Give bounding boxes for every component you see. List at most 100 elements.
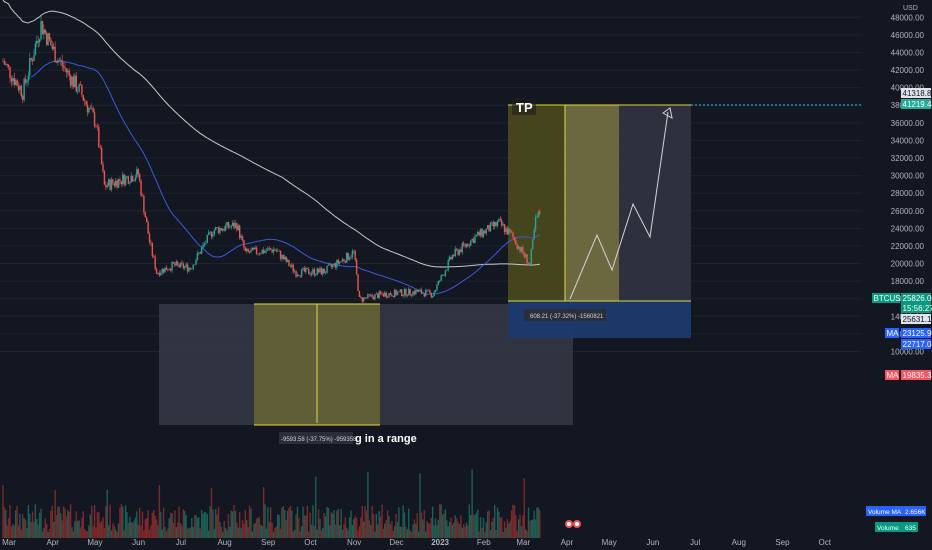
volume-bar [189, 527, 192, 538]
volume-bar [143, 530, 145, 538]
candle-body [54, 46, 56, 63]
candle-body [81, 85, 83, 96]
volume-bar [69, 504, 72, 538]
candle-body [279, 250, 282, 259]
candle-body [12, 78, 14, 82]
volume-bar [402, 505, 404, 538]
volume-bar [157, 525, 159, 538]
candle-body [360, 296, 362, 298]
y-tick-label-19: 48000.00 [891, 13, 925, 22]
volume-bar [326, 506, 328, 538]
volume-bar [138, 507, 141, 538]
candle-body [396, 292, 399, 296]
volume-bar [291, 510, 293, 538]
candle-body [107, 179, 110, 186]
candle-body [403, 289, 406, 295]
candle-body [13, 78, 15, 85]
candle-body [286, 259, 289, 263]
volume-bar [364, 506, 366, 538]
event-flag-icons[interactable] [565, 520, 581, 528]
candle-body [330, 264, 332, 267]
volume-bar [524, 529, 527, 538]
volume-bar [223, 520, 225, 538]
candle-body [186, 264, 189, 272]
candle-body [243, 240, 245, 248]
candle-body [237, 225, 239, 230]
volume-label: Volume 635 [875, 522, 918, 532]
candle-body [308, 269, 310, 275]
volume-bar [195, 515, 197, 538]
candle-body [69, 75, 72, 86]
candle-body [406, 295, 409, 297]
candle-body [5, 63, 7, 65]
candle-body [296, 274, 299, 277]
volume-bar [79, 527, 82, 538]
volume-bar [272, 531, 275, 538]
candle-body [506, 228, 509, 235]
candle-body [460, 249, 462, 253]
candle-body [226, 221, 228, 226]
tp-label: TP [516, 100, 533, 115]
volume-bar [233, 504, 235, 538]
volume-bar [184, 510, 186, 538]
volume-bar [230, 510, 232, 538]
volume-bar [199, 528, 201, 538]
volume-bar [243, 523, 245, 538]
volume-bar [247, 527, 249, 538]
candle-body [113, 183, 116, 186]
candle-body [100, 147, 103, 165]
candle-body [158, 272, 161, 276]
candle-body [210, 231, 213, 237]
price-tag-7: 23125.90 [901, 328, 932, 338]
volume-bar [26, 528, 28, 538]
x-tick-label-6: Sep [261, 538, 276, 547]
volume-bar [74, 521, 76, 538]
volume-bars [2, 469, 541, 538]
volume-bar [415, 523, 417, 538]
volume-bar [169, 512, 172, 538]
candle-body [244, 247, 247, 252]
candle-body [200, 247, 203, 254]
volume-bar [24, 519, 27, 538]
y-tick-label-7: 24000.00 [891, 224, 925, 233]
y-tick-label-9: 28000.00 [891, 189, 925, 198]
volume-bar [348, 517, 351, 538]
candle-body [109, 179, 111, 190]
volume-bar [358, 526, 361, 538]
volume-bar [340, 508, 342, 538]
volume-bar [519, 514, 521, 538]
volume-bar [207, 530, 210, 538]
candle-body [33, 54, 35, 62]
volume-bar [110, 530, 113, 538]
candle-body [212, 234, 214, 237]
candle-body [393, 289, 396, 298]
candle-body [371, 294, 373, 297]
volume-bar [331, 513, 334, 538]
volume-bar [277, 514, 279, 538]
volume-bar [447, 526, 449, 538]
volume-bar [160, 511, 162, 538]
volume-bar [57, 506, 59, 538]
volume-bar [19, 513, 21, 538]
volume-bar [432, 506, 434, 538]
volume-bar [481, 527, 483, 538]
candle-body [144, 212, 146, 218]
candle-body [295, 271, 297, 277]
volume-bar [354, 516, 356, 538]
candle-body [151, 243, 154, 256]
candle-body [167, 269, 169, 271]
candle-body [6, 63, 8, 65]
candle-body [433, 292, 435, 297]
candle-body [454, 248, 456, 256]
candle-body [188, 267, 190, 272]
volume-bar [439, 504, 441, 538]
candle-body [143, 195, 145, 213]
volume-bar [176, 522, 179, 538]
candle-body [313, 269, 316, 276]
volume-bar [71, 527, 73, 538]
candle-body [317, 268, 320, 273]
volume-bar [292, 531, 294, 538]
volume-bar [6, 525, 8, 538]
measure-left-bg [279, 432, 353, 444]
